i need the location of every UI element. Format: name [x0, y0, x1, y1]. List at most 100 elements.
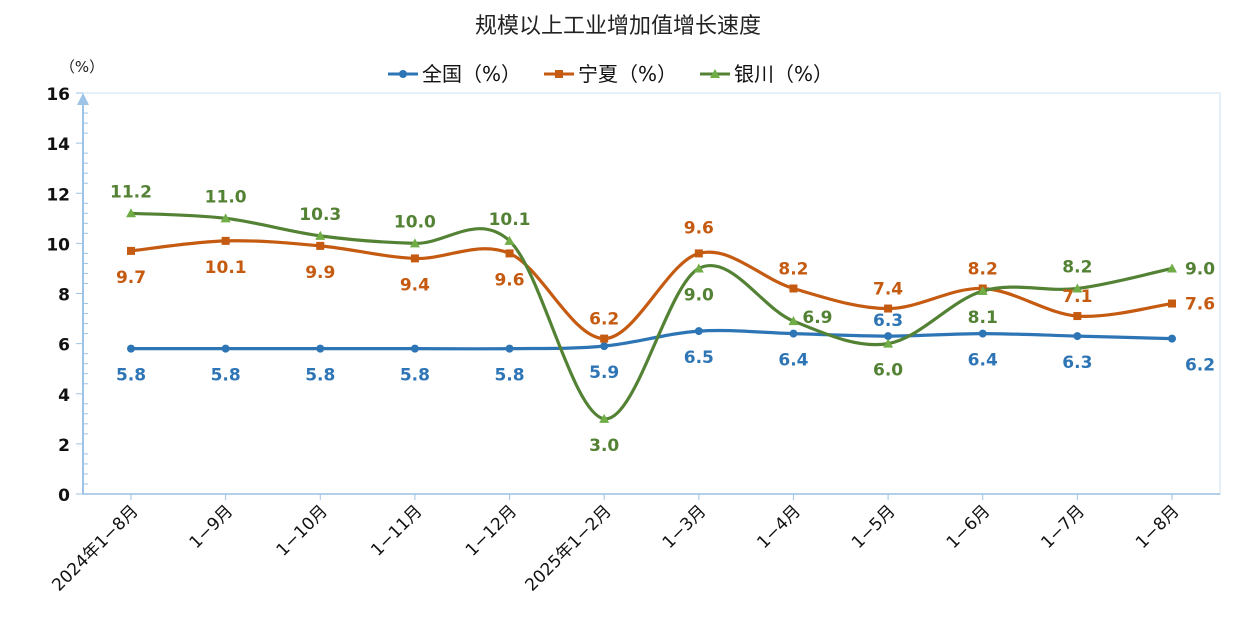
- triangle-marker: [1167, 263, 1177, 273]
- series-line: [130, 239, 1173, 341]
- square-marker: [789, 284, 798, 293]
- circle-marker: [694, 327, 703, 336]
- data-label: 5.8: [211, 366, 241, 386]
- triangle-marker: [504, 235, 515, 245]
- data-label: 7.6: [1185, 295, 1215, 315]
- x-tick-label: 1−4月: [753, 501, 805, 553]
- data-label: 6.2: [589, 310, 619, 330]
- triangle-marker: [1072, 283, 1083, 293]
- triangle-marker: [315, 230, 326, 240]
- legend-item: 银川（%）: [700, 62, 833, 86]
- x-tick-label: 1−9月: [186, 501, 238, 553]
- square-marker: [410, 254, 419, 263]
- x-tick-label: 1−6月: [943, 501, 995, 553]
- y-tick-label: 2: [58, 436, 70, 456]
- square-marker: [884, 304, 893, 313]
- data-label: 6.4: [968, 351, 998, 371]
- circle-marker: [505, 344, 514, 353]
- data-label: 9.0: [1185, 259, 1215, 279]
- triangle-marker: [977, 285, 988, 295]
- legend-item: 宁夏（%）: [544, 62, 677, 86]
- square-marker: [505, 249, 514, 258]
- y-axis-arrow-icon: [77, 93, 89, 105]
- triangle-marker: [788, 316, 799, 326]
- legend: 全国（%） 宁夏（%） 银川（%）: [388, 62, 833, 86]
- triangle-marker: [599, 413, 610, 423]
- square-marker: [694, 249, 703, 258]
- x-tick-label: 1−12月: [462, 501, 521, 560]
- series-0: [127, 327, 1176, 353]
- data-label: 10.1: [205, 258, 247, 278]
- data-label: 9.7: [116, 268, 146, 288]
- data-label: 11.0: [205, 187, 247, 207]
- data-label: 10.0: [394, 212, 436, 232]
- data-label: 8.1: [968, 308, 998, 328]
- x-tick-label: 2025年1−2月: [522, 501, 616, 595]
- circle-marker: [884, 332, 893, 341]
- x-tick-label: 1−11月: [367, 501, 426, 560]
- circle-marker: [316, 344, 325, 353]
- data-label: 6.2: [1185, 356, 1215, 376]
- square-marker: [600, 334, 609, 343]
- circle-marker: [978, 329, 987, 338]
- data-label: 9.9: [305, 263, 335, 283]
- square-marker: [316, 241, 325, 250]
- x-tick-label: 1−3月: [659, 501, 711, 553]
- series-1: [127, 236, 1176, 343]
- square-marker: [1168, 299, 1176, 308]
- data-label: 5.8: [116, 366, 146, 386]
- data-label: 6.3: [873, 311, 903, 331]
- square-marker: [221, 236, 230, 245]
- data-label: 8.2: [778, 259, 808, 279]
- data-label: 5.8: [305, 366, 335, 386]
- triangle-marker: [883, 338, 894, 348]
- data-label: 10.3: [299, 205, 341, 225]
- x-tick-label: 1−8月: [1132, 501, 1184, 553]
- square-marker: [1073, 312, 1082, 321]
- x-tick-label: 2024年1−8月: [48, 501, 142, 595]
- data-label: 6.9: [802, 308, 832, 328]
- x-tick-label: 1−7月: [1037, 501, 1089, 553]
- data-label: 5.9: [589, 363, 619, 383]
- data-label: 8.2: [1062, 257, 1092, 277]
- data-label: 10.1: [489, 210, 531, 230]
- data-label: 7.1: [1062, 287, 1092, 307]
- y-tick-label: 14: [46, 135, 70, 155]
- y-tick-label: 4: [58, 386, 70, 406]
- series-line: [130, 328, 1173, 351]
- data-label: 6.0: [873, 361, 903, 381]
- circle-marker: [221, 344, 230, 353]
- y-tick-label: 10: [46, 235, 70, 255]
- y-tick-label: 16: [46, 85, 70, 105]
- circle-marker: [127, 344, 135, 353]
- plot-area-border: [82, 92, 1221, 495]
- data-label: 6.4: [778, 351, 808, 371]
- data-label: 9.4: [400, 275, 430, 295]
- data-label: 9.6: [494, 270, 524, 290]
- circle-marker: [410, 344, 419, 353]
- circle-marker: [789, 329, 798, 338]
- square-marker: [555, 70, 563, 78]
- circle-marker: [399, 70, 407, 78]
- y-tick-label: 8: [58, 286, 70, 306]
- data-label: 8.2: [968, 259, 998, 279]
- y-tick-label: 12: [46, 185, 70, 205]
- triangle-marker: [220, 213, 231, 223]
- data-label: 6.5: [684, 348, 714, 368]
- legend-item: 全国（%）: [388, 62, 521, 86]
- triangle-marker: [710, 69, 720, 78]
- data-label: 5.8: [494, 366, 524, 386]
- triangle-marker: [409, 238, 420, 248]
- y-axis-label: （%）: [60, 58, 104, 76]
- y-tick-label: 0: [58, 486, 70, 506]
- data-label: 11.2: [110, 182, 152, 202]
- triangle-marker: [693, 263, 704, 273]
- circle-marker: [600, 342, 609, 351]
- data-label: 7.4: [873, 280, 903, 300]
- square-marker: [127, 246, 135, 255]
- triangle-marker: [126, 208, 136, 218]
- legend-label: 银川（%）: [734, 62, 833, 86]
- circle-marker: [1168, 334, 1176, 343]
- data-label: 5.8: [400, 366, 430, 386]
